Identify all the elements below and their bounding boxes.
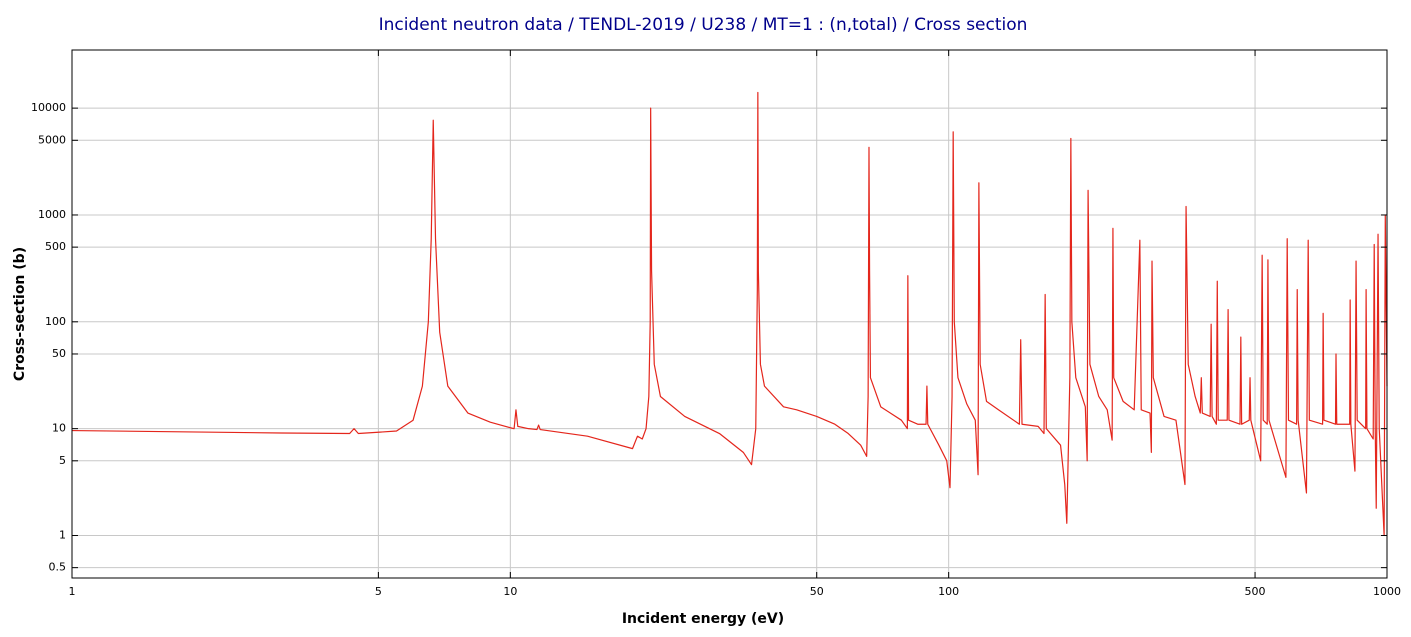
y-tick-label: 100 bbox=[45, 315, 66, 328]
y-tick-label: 5000 bbox=[38, 133, 66, 146]
x-tick-label: 1000 bbox=[1373, 585, 1401, 598]
data-line bbox=[71, 91, 1388, 537]
x-axis-label: Incident energy (eV) bbox=[622, 611, 784, 627]
y-tick-label: 1 bbox=[59, 528, 66, 541]
x-tick-label: 50 bbox=[810, 585, 824, 598]
plot-area bbox=[71, 91, 1388, 537]
grid bbox=[71, 50, 1388, 578]
x-tick-label: 100 bbox=[938, 585, 959, 598]
x-tick-label: 5 bbox=[375, 585, 382, 598]
y-tick-label: 0.5 bbox=[49, 561, 67, 574]
y-tick-label: 10 bbox=[52, 422, 66, 435]
y-tick-label: 10000 bbox=[31, 101, 66, 114]
y-axis-label: Cross-section (b) bbox=[12, 247, 28, 381]
plot-frame bbox=[71, 49, 1388, 579]
chart-title: Incident neutron data / TENDL-2019 / U23… bbox=[379, 15, 1028, 35]
y-tick-label: 1000 bbox=[38, 208, 66, 221]
y-tick-label: 50 bbox=[52, 347, 66, 360]
y-tick-label: 5 bbox=[59, 454, 66, 467]
x-tick-label: 1 bbox=[69, 585, 76, 598]
y-tick-label: 500 bbox=[45, 240, 66, 253]
x-tick-label: 10 bbox=[503, 585, 517, 598]
x-tick-label: 500 bbox=[1245, 585, 1266, 598]
